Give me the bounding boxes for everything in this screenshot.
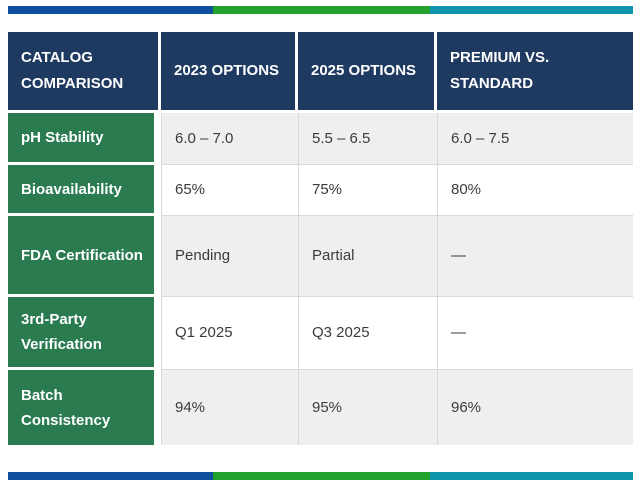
row-label: FDA Certification [8,216,161,297]
header-cell-2023-options: 2023 OPTIONS [161,32,298,113]
table-row-batch-consistency: Batch Consistency 94% 95% 96% [8,370,633,445]
table-cell: 96% [437,370,633,445]
table-cell: 75% [298,165,437,216]
bottom-accent-bar [8,472,633,480]
table-cell: 6.0 – 7.0 [161,113,298,165]
accent-segment-green [213,6,430,14]
table-cell: Q1 2025 [161,297,298,370]
table-cell: 5.5 – 6.5 [298,113,437,165]
row-label: Bioavailability [8,165,161,216]
table-cell: Partial [298,216,437,297]
top-accent-bar [8,6,633,14]
row-label: pH Stability [8,113,161,165]
table-cell: — [437,297,633,370]
accent-segment-teal [430,472,633,480]
table-cell: Pending [161,216,298,297]
table-cell: 94% [161,370,298,445]
header-cell-catalog-comparison: CATALOG COMPARISON [8,32,161,113]
accent-segment-navy [8,6,213,14]
table-cell: 6.0 – 7.5 [437,113,633,165]
table-row-fda-certification: FDA Certification Pending Partial — [8,216,633,297]
table-cell: Q3 2025 [298,297,437,370]
table-row-3rd-party-verification: 3rd-Party Verification Q1 2025 Q3 2025 — [8,297,633,370]
table-cell: 65% [161,165,298,216]
row-label: 3rd-Party Verification [8,297,161,370]
table-row-ph-stability: pH Stability 6.0 – 7.0 5.5 – 6.5 6.0 – 7… [8,113,633,165]
table-row-bioavailability: Bioavailability 65% 75% 80% [8,165,633,216]
table-cell: 95% [298,370,437,445]
accent-segment-navy [8,472,213,480]
header-row: CATALOG COMPARISON 2023 OPTIONS 2025 OPT… [8,32,633,113]
header-cell-premium-vs-standard: PREMIUM VS. STANDARD [437,32,633,113]
accent-segment-green [213,472,430,480]
table-cell: — [437,216,633,297]
table-cell: 80% [437,165,633,216]
catalog-comparison-table: CATALOG COMPARISON 2023 OPTIONS 2025 OPT… [8,32,633,445]
header-cell-2025-options: 2025 OPTIONS [298,32,437,113]
accent-segment-teal [430,6,633,14]
row-label: Batch Consistency [8,370,161,445]
